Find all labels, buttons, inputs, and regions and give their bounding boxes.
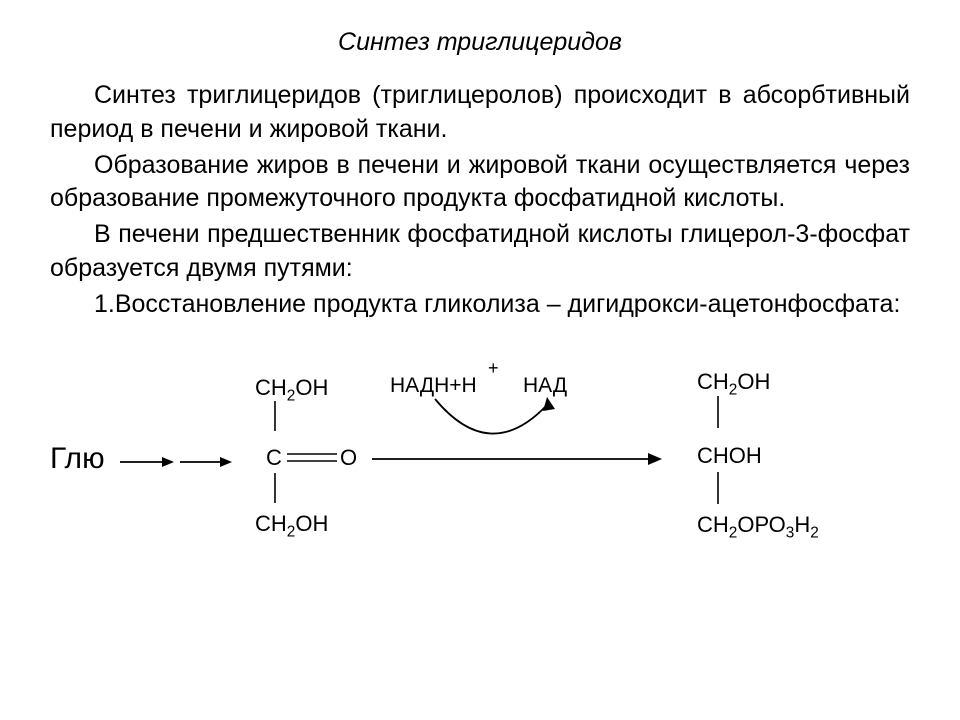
arrow-glu-to-dhap	[120, 450, 235, 474]
slide-title: Синтез триглицеридов	[50, 28, 910, 57]
g3p-ch2opo3h2: СН2ОРО3Н2	[697, 514, 819, 536]
bond-bottom-right	[715, 472, 721, 504]
curve-nadh-to-nad	[425, 393, 575, 453]
dhap-c: С	[266, 447, 282, 469]
g3p-ch2oh-top: СН2ОН	[697, 371, 770, 393]
reaction-diagram: Глю CH2OH С О СН2ОН НАДН+Н + НАД	[50, 349, 910, 559]
g3p-chon: СНОН	[697, 445, 762, 467]
slide-page: Синтез триглицеридов Синтез триглицеридо…	[0, 0, 960, 579]
label-glu: Глю	[50, 444, 105, 474]
paragraph-3: В печени предшественник фосфатидной кисл…	[50, 218, 910, 286]
arrow-main-reaction	[372, 449, 662, 469]
dhap-o: О	[340, 447, 357, 469]
dhap-ch2oh-bottom: СН2ОН	[255, 513, 328, 535]
paragraph-1: Синтез триглицеридов (триглицеролов) про…	[50, 79, 910, 147]
bond-c-o-double	[287, 450, 337, 466]
paragraph-2: Образование жиров в печени и жировой тка…	[50, 149, 910, 217]
bond-top-left	[272, 401, 278, 431]
bond-bottom-left	[272, 473, 278, 503]
dhap-ch2oh-top: CH2OH	[255, 377, 328, 399]
bond-top-right	[715, 396, 721, 428]
paragraph-4: 1.Восстановление продукта гликолиза – ди…	[50, 288, 910, 322]
label-nadh-plus: +	[488, 359, 499, 377]
